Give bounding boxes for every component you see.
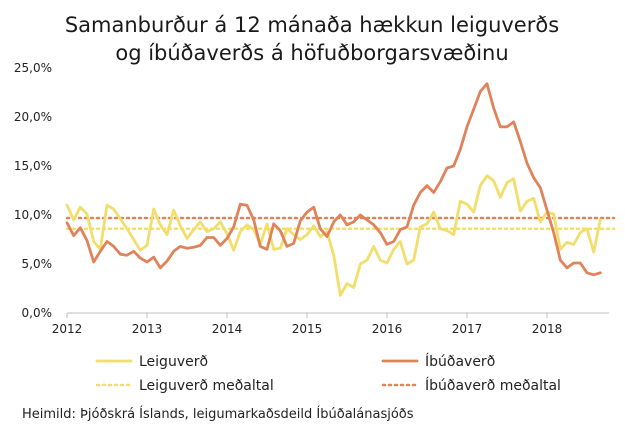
x-tick-label: 2016 <box>372 322 403 336</box>
series-house-price-line <box>65 82 602 277</box>
legend-label: Íbúðaverð meðaltal <box>425 377 561 394</box>
y-axis: 0,0% 5,0% 10,0% 15,0% 20,0% 25,0% <box>14 61 52 320</box>
y-tick-label: 25,0% <box>14 61 52 75</box>
x-tick-label: 2013 <box>132 322 163 336</box>
x-tick-label: 2014 <box>212 322 243 336</box>
legend-label: Leiguverð <box>139 354 208 370</box>
legend-label: Leiguverð meðaltal <box>139 378 274 394</box>
y-tick-label: 20,0% <box>14 110 52 124</box>
source-note: Heimild: Þjóðskrá Íslands, leigumarkaðsd… <box>22 406 414 422</box>
series-rent-line <box>65 174 602 297</box>
x-axis: 2012 2013 2014 2015 2016 2017 2018 <box>52 313 563 336</box>
x-tick-label: 2018 <box>532 322 563 336</box>
y-tick-label: 15,0% <box>14 159 52 173</box>
series-layer <box>65 82 616 297</box>
y-tick-label: 10,0% <box>14 208 52 222</box>
legend: Leiguverð Íbúðaverð Leiguverð meðaltal Íbúð… <box>95 353 561 394</box>
x-tick-label: 2015 <box>292 322 323 336</box>
chart-title-line-2: og íbúðaverðs á höfuðborgarsvæðinu <box>115 41 508 65</box>
y-tick-label: 0,0% <box>22 306 53 320</box>
y-tick-label: 5,0% <box>22 257 53 271</box>
x-tick-label: 2012 <box>52 322 83 336</box>
chart-title-line-1: Samanburður á 12 mánaða hækkun leiguverð… <box>65 13 559 37</box>
x-tick-label: 2017 <box>452 322 483 336</box>
legend-label: Íbúðaverð <box>425 353 495 370</box>
